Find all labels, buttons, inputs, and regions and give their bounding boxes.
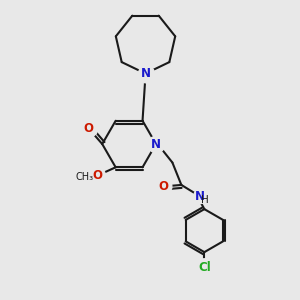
Text: H: H bbox=[201, 195, 209, 205]
Text: N: N bbox=[151, 137, 161, 151]
Text: O: O bbox=[84, 122, 94, 135]
Text: CH₃: CH₃ bbox=[76, 172, 94, 182]
Text: O: O bbox=[92, 169, 102, 182]
Text: O: O bbox=[158, 180, 168, 193]
Text: N: N bbox=[195, 190, 205, 203]
Text: Cl: Cl bbox=[198, 261, 211, 274]
Text: N: N bbox=[140, 67, 151, 80]
